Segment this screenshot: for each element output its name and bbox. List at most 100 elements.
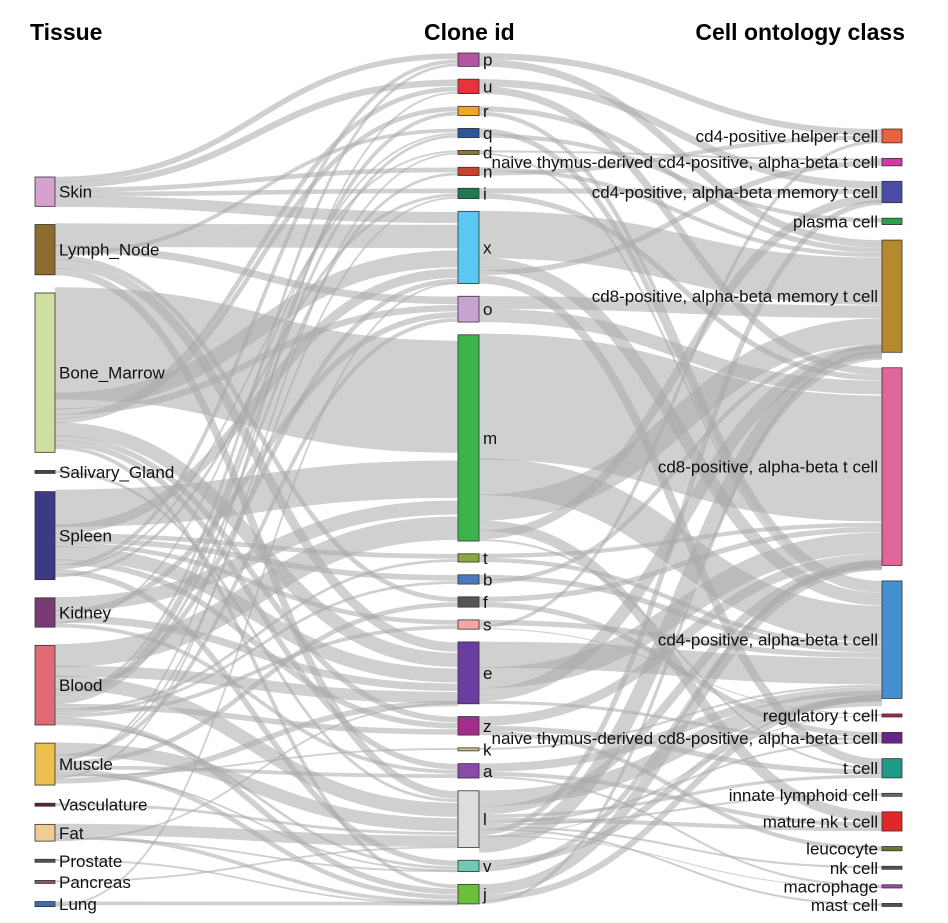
node-clone-b	[457, 574, 480, 585]
link-f-to-cd8	[478, 527, 883, 603]
link-j-to-cd8-memory	[478, 350, 883, 904]
node-clone-u	[457, 78, 480, 95]
label-cell-macrophage: macrophage	[783, 877, 878, 896]
link-n-to-cd4-helper	[478, 135, 883, 176]
label-tissue-kidney: Kidney	[59, 603, 111, 622]
node-tissue-muscle	[34, 742, 56, 786]
node-cell-ilc	[881, 792, 903, 797]
node-clone-l	[457, 790, 480, 848]
node-tissue-vasculature	[34, 802, 56, 807]
node-clone-f	[457, 596, 480, 608]
label-cell-leucocyte: leucocyte	[806, 840, 878, 859]
link-muscle-to-u	[54, 91, 459, 762]
link-muscle-to-e	[54, 700, 459, 784]
node-clone-j	[457, 883, 480, 905]
link-blood-to-p	[54, 63, 459, 696]
link-b-to-cd8-memory	[478, 344, 883, 585]
node-cell-cd4-memory	[881, 180, 903, 204]
node-tissue-spleen	[34, 491, 56, 581]
link-n-to-cd8-memory	[478, 167, 883, 258]
link-muscle-to-o	[54, 318, 459, 759]
link-blood-to-t	[54, 559, 459, 712]
node-cell-cd4	[881, 580, 903, 699]
node-tissue-salivary-gland	[34, 470, 56, 474]
node-cell-mast	[881, 903, 903, 907]
label-cell-cd4-memory: cd4-positive, alpha-beta memory t cell	[592, 183, 878, 202]
link-e-to-cd4	[478, 641, 883, 685]
link-bone_marrow-to-u	[54, 86, 459, 419]
node-cell-cd4-helper	[881, 128, 903, 144]
link-pancreas-to-l	[54, 846, 459, 883]
node-clone-e	[457, 641, 480, 705]
link-spleen-to-e	[54, 546, 459, 683]
label-clone-n: n	[483, 162, 492, 181]
link-l-to-cd8-memory	[478, 344, 883, 853]
link-blood-to-v	[54, 722, 459, 870]
link-blood-to-n	[54, 172, 459, 705]
link-blood-to-s	[54, 625, 459, 718]
label-cell-mast: mast cell	[811, 896, 878, 915]
label-tissue-muscle: Muscle	[59, 755, 113, 774]
label-clone-s: s	[483, 616, 492, 635]
links-layer	[54, 52, 883, 907]
link-lymph_node-to-x	[54, 223, 459, 249]
label-cell-cd4-helper: cd4-positive helper t cell	[696, 127, 878, 146]
label-clone-p: p	[483, 51, 492, 70]
label-clone-q: q	[483, 124, 492, 143]
node-cell-plasma	[881, 217, 903, 226]
label-clone-k: k	[483, 740, 492, 759]
node-tissue-bone-marrow	[34, 292, 56, 453]
node-tissue-prostate	[34, 858, 56, 863]
label-tissue-vasculature: Vasculature	[59, 796, 148, 815]
link-spleen-to-p	[54, 59, 459, 569]
node-clone-x	[457, 210, 480, 284]
label-tissue-spleen: Spleen	[59, 527, 112, 546]
node-tissue-pancreas	[34, 880, 56, 884]
link-u-to-cd4-memory	[478, 79, 883, 189]
link-bone_marrow-to-m	[54, 287, 459, 453]
node-cell-treg	[881, 713, 903, 718]
link-l-to-treg	[478, 715, 883, 838]
link-l-to-mast	[478, 827, 883, 906]
label-tissue-prostate: Prostate	[59, 852, 122, 871]
link-t-to-cd8	[478, 522, 883, 558]
node-cell-nkt	[881, 811, 903, 832]
link-m-to-cd4-memory	[478, 194, 883, 540]
link-lung-to-x	[54, 282, 459, 907]
link-bone_marrow-to-x	[54, 250, 459, 410]
link-prostate-to-j	[54, 859, 459, 905]
label-cell-treg: regulatory t cell	[763, 706, 878, 725]
label-clone-a: a	[483, 762, 493, 781]
node-tissue-fat	[34, 823, 56, 842]
label-cell-cd8-memory: cd8-positive, alpha-beta memory t cell	[592, 287, 878, 306]
column-titles: Tissue Clone id Cell ontology class	[30, 19, 905, 45]
label-cell-plasma: plasma cell	[793, 212, 878, 231]
label-cell-naive-cd4: naive thymus-derived cd4-positive, alpha…	[492, 153, 878, 172]
node-clone-z	[457, 716, 480, 736]
label-tissue-skin: Skin	[59, 183, 92, 202]
link-m-to-cd8-memory	[478, 318, 883, 521]
node-tissue-skin	[34, 176, 56, 207]
link-bone_marrow-to-r	[54, 106, 459, 424]
label-clone-x: x	[483, 238, 492, 257]
node-cell-macrophage	[881, 884, 903, 889]
link-muscle-to-d	[54, 152, 459, 779]
node-clone-i	[457, 187, 480, 199]
link-z-to-leucocyte	[478, 730, 883, 851]
node-cell-nk	[881, 865, 903, 870]
label-cell-cd4: cd4-positive, alpha-beta t cell	[658, 631, 878, 650]
link-fat-to-e	[54, 702, 459, 842]
label-clone-f: f	[483, 593, 488, 612]
link-spleen-to-i	[54, 193, 459, 578]
link-fat-to-l	[54, 823, 459, 847]
label-cell-tcell: t cell	[843, 759, 878, 778]
link-l-to-macrophage	[478, 835, 883, 888]
link-spleen-to-z	[54, 559, 459, 729]
labels-layer: Skin Lymph_Node Bone_Marrow Salivary_Gland S…	[59, 51, 878, 915]
label-tissue-fat: Fat	[59, 824, 84, 843]
label-clone-j: j	[482, 885, 487, 904]
link-skin-to-n	[54, 167, 459, 193]
node-cell-naive-cd8	[881, 732, 903, 744]
